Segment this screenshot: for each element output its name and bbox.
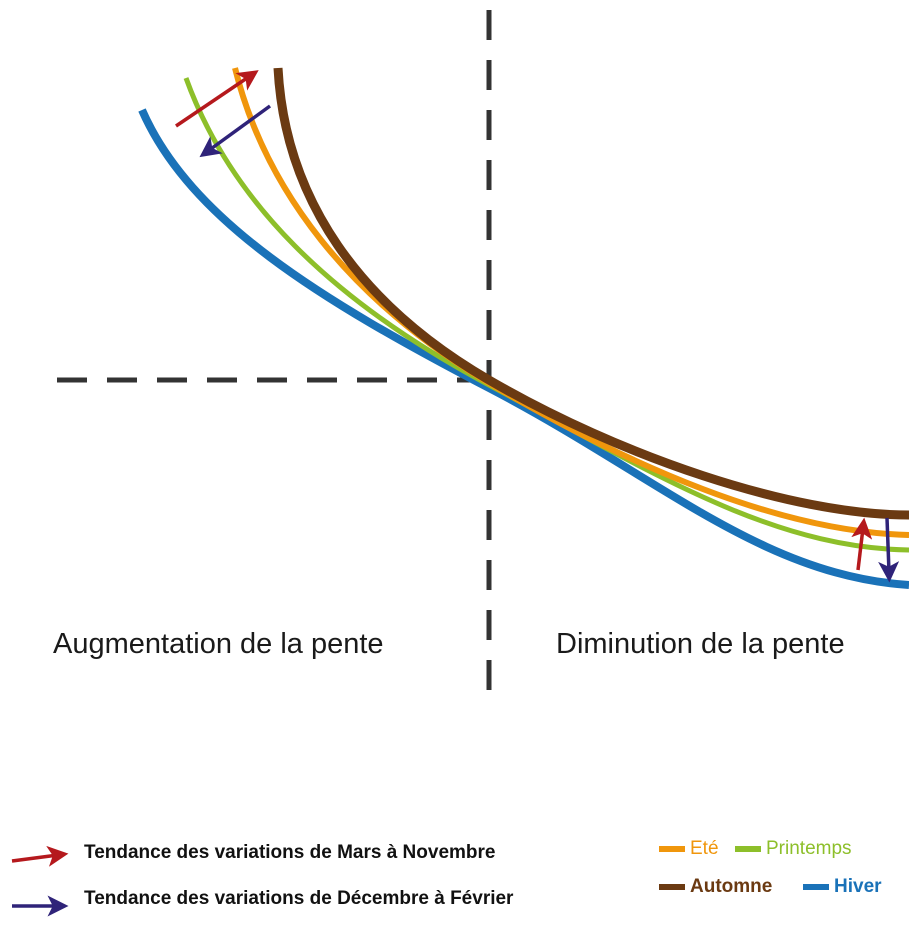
curve-automne [273,67,909,520]
legend-trend-dec-feb: Tendance des variations de Décembre à Fé… [70,888,513,910]
swatch-ete [659,846,685,852]
swatch-printemps [735,846,761,852]
legend-label-automne: Automne [690,876,773,897]
legend-arrow-red-icon [11,845,69,867]
legend-label-ete: Eté [690,838,719,859]
label-diminution-pente: Diminution de la pente [556,628,845,660]
legend-trend-dec-feb-text: Tendance des variations de Décembre à Fé… [84,888,514,909]
legend-season-automne: Automne [659,876,772,898]
trend-arrow-mar-nov-top [175,70,259,128]
legend-season-printemps: Printemps [735,838,852,860]
legend-trend-mar-nov: Tendance des variations de Mars à Novemb… [70,842,495,864]
trend-arrow-dec-feb-bottom [878,517,900,583]
legend-label-printemps: Printemps [766,838,852,859]
legend-trend-mar-nov-text: Tendance des variations de Mars à Novemb… [84,842,496,863]
legend-season-ete: Eté [659,838,719,860]
curve-hiver [138,108,909,589]
legend-label-hiver: Hiver [834,876,882,897]
swatch-hiver [803,884,829,890]
legend-season-hiver: Hiver [803,876,882,898]
label-augmentation-pente: Augmentation de la pente [53,628,384,660]
trend-arrow-dec-feb-top [199,104,272,158]
swatch-automne [659,884,685,890]
trend-arrow-mar-nov-bottom [851,517,873,571]
